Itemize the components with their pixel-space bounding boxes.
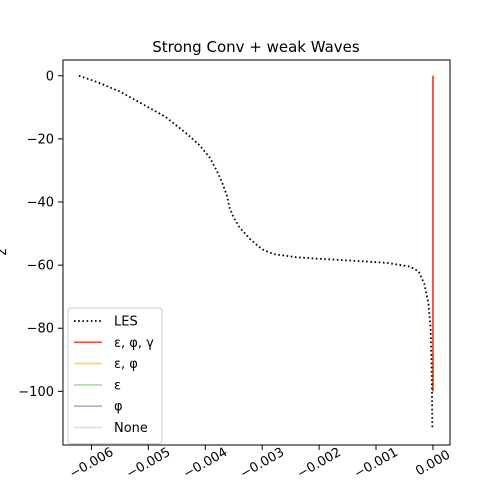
x-tick-label: −0.006	[67, 445, 116, 482]
y-tick-label: −40	[27, 196, 54, 211]
y-tick-label: −100	[18, 385, 54, 400]
legend-label: ε, φ, γ	[114, 336, 154, 351]
x-tick-label: −0.002	[295, 445, 344, 482]
legend-label: ε, φ	[114, 357, 138, 372]
legend-label: LES	[114, 315, 138, 330]
y-tick-label: 0	[46, 69, 54, 84]
x-tick-label: 0.000	[413, 448, 453, 480]
x-tick-label: −0.003	[238, 445, 287, 482]
chart-title: Strong Conv + weak Waves	[152, 38, 360, 56]
x-tick-label: −0.004	[181, 445, 230, 482]
plot-frame	[62, 59, 451, 446]
x-tick-label: −0.005	[124, 445, 173, 482]
series-group	[78, 74, 434, 430]
y-tick-label: −20	[27, 132, 54, 147]
y-tick-label: −80	[27, 322, 54, 337]
legend-label: ε	[114, 378, 121, 393]
y-axis-label: z	[0, 248, 10, 255]
legend-label: None	[114, 421, 148, 436]
y-tick-label: −60	[27, 259, 54, 274]
legend-label: φ	[114, 400, 123, 415]
x-tick-label: −0.001	[352, 445, 401, 482]
legend: LES ε, φ, γ ε, φ εφ None	[67, 307, 163, 445]
